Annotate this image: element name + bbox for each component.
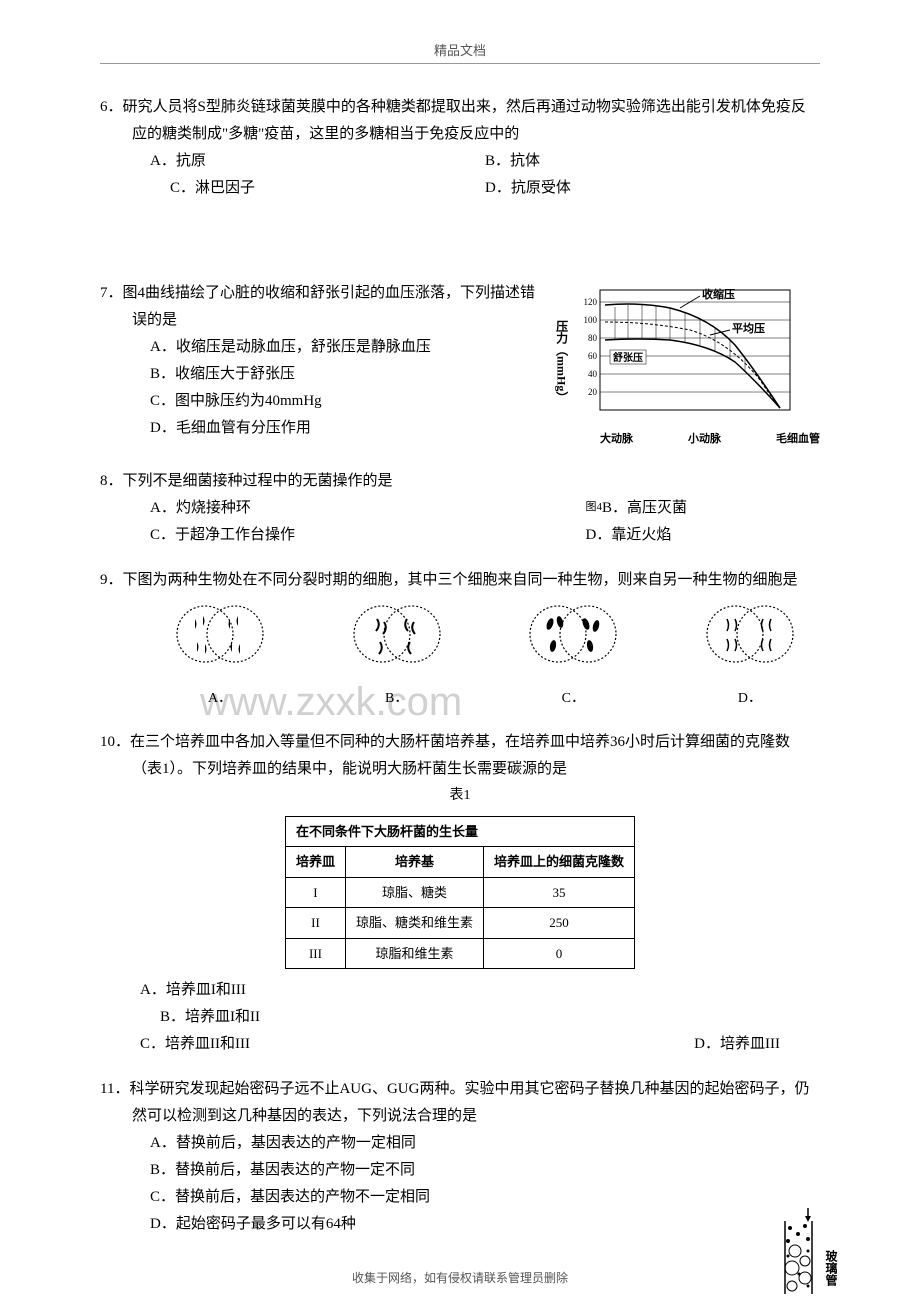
table-cell: 0 xyxy=(484,938,635,968)
question-6: 6．研究人员将S型肺炎链球菌荚膜中的各种糖类都提取出来，然后再通过动物实验筛选出… xyxy=(100,94,820,202)
q9-cell-c xyxy=(528,594,618,674)
svg-text:60: 60 xyxy=(588,351,598,361)
q11-opt-d: D．起始密码子最多可以有64种 xyxy=(150,1211,820,1238)
q10-opt-d: D．培养皿III xyxy=(460,1031,820,1058)
q9-opt-b: B． xyxy=(327,686,467,711)
q7-num: 7． xyxy=(100,285,123,301)
q9-cell-b xyxy=(352,594,442,674)
q7-xlabel-2: 毛细血管 xyxy=(776,430,820,450)
q10-th-1: 培养基 xyxy=(345,847,483,877)
q8-opt-c: C．于超净工作台操作 xyxy=(150,522,586,549)
question-11: 11．科学研究发现起始密码子远不止AUG、GUG两种。实验中用其它密码子替换几种… xyxy=(100,1076,820,1238)
svg-text:舒张压: 舒张压 xyxy=(613,351,643,364)
question-8: 8．下列不是细菌接种过程中的无菌操作的是 A．灼烧接种环 C．于超净工作台操作 … xyxy=(100,468,820,549)
q10-opt-c: C．培养皿II和III xyxy=(140,1031,460,1058)
question-9: 9．下图为两种生物处在不同分裂时期的细胞，其中三个细胞来自同一种生物，则来自另一… xyxy=(100,567,820,711)
page-header: 精品文档 xyxy=(100,40,820,64)
q7-opt-a: A．收缩压是动脉血压，舒张压是静脉血压 xyxy=(150,334,550,361)
q7-xlabel-0: 大动脉 xyxy=(600,430,633,450)
table-cell: 琼脂、糖类和维生素 xyxy=(345,908,483,938)
q11-stem: 科学研究发现起始密码子远不止AUG、GUG两种。实验中用其它密码子替换几种基因的… xyxy=(129,1081,809,1124)
svg-text:80: 80 xyxy=(588,333,598,343)
q6-opt-d: D．抗原受体 xyxy=(485,175,820,202)
q11-opt-b: B．替换前后，基因表达的产物一定不同 xyxy=(150,1157,820,1184)
svg-text:120: 120 xyxy=(584,297,598,307)
q10-table-caption: 表1 xyxy=(100,783,820,808)
q9-cell-d xyxy=(705,594,795,674)
q6-opt-b: B．抗体 xyxy=(485,148,820,175)
table-cell: III xyxy=(285,938,345,968)
q7-opt-c: C．图中脉压约为40mmHg xyxy=(150,388,550,415)
q6-opt-a: A．抗原 xyxy=(150,148,485,175)
q11-num: 11． xyxy=(100,1081,129,1097)
table-cell: I xyxy=(285,877,345,907)
q10-th-0: 培养皿 xyxy=(285,847,345,877)
q10-table: 在不同条件下大肠杆菌的生长量 培养皿 培养基 培养皿上的细菌克隆数 I 琼脂、糖… xyxy=(285,816,635,969)
question-7: 7．图4曲线描绘了心脏的收缩和舒张引起的血压涨落，下列描述错误的是 A．收缩压是… xyxy=(100,280,820,450)
q9-opt-d: D． xyxy=(680,686,820,711)
q8-opt-b: B．高压灭菌 xyxy=(602,500,687,516)
q9-num: 9． xyxy=(100,572,123,588)
q8-stem: 下列不是细菌接种过程中的无菌操作的是 xyxy=(123,473,393,489)
q7-opt-b: B．收缩压大于舒张压 xyxy=(150,361,550,388)
q9-cell-a xyxy=(175,594,265,674)
q11-opt-c: C．替换前后，基因表达的产物不一定相同 xyxy=(150,1184,820,1211)
q6-opt-c: C．淋巴因子 xyxy=(150,175,485,202)
svg-text:20: 20 xyxy=(588,387,598,397)
svg-text:100: 100 xyxy=(584,315,598,325)
q9-opt-c: C． xyxy=(503,686,643,711)
q10-table-title: 在不同条件下大肠杆菌的生长量 xyxy=(285,816,634,846)
q10-stem: 在三个培养皿中各加入等量但不同种的大肠杆菌培养基，在培养皿中培养36小时后计算细… xyxy=(130,734,790,777)
tube-label: 玻璃管 xyxy=(823,1250,840,1286)
q8-num: 8． xyxy=(100,473,123,489)
q9-stem: 下图为两种生物处在不同分裂时期的细胞，其中三个细胞来自同一种生物，则来自另一种生… xyxy=(123,572,798,588)
q10-th-2: 培养皿上的细菌克隆数 xyxy=(484,847,635,877)
q9-opt-a: A． xyxy=(150,686,290,711)
q8-opt-a: A．灼烧接种环 xyxy=(150,495,586,522)
svg-text:收缩压: 收缩压 xyxy=(702,287,735,301)
table-cell: II xyxy=(285,908,345,938)
question-10: 10．在三个培养皿中各加入等量但不同种的大肠杆菌培养基，在培养皿中培养36小时后… xyxy=(100,729,820,1058)
q7-chart: 压力（mmHg） 20 xyxy=(570,280,820,450)
glass-tube-figure xyxy=(770,1206,820,1296)
q7-stem: 图4曲线描绘了心脏的收缩和舒张引起的血压涨落，下列描述错误的是 xyxy=(123,285,536,328)
table-cell: 250 xyxy=(484,908,635,938)
q10-num: 10． xyxy=(100,734,130,750)
q7-ylabel: 压力（mmHg） xyxy=(550,320,572,403)
q7-opt-d: D．毛细血管有分压作用 xyxy=(150,415,550,442)
table-cell: 琼脂和维生素 xyxy=(345,938,483,968)
svg-text:40: 40 xyxy=(588,369,598,379)
q7-caption: 图4 xyxy=(586,501,603,513)
q7-xlabel-1: 小动脉 xyxy=(688,430,721,450)
table-cell: 35 xyxy=(484,877,635,907)
q6-stem: 研究人员将S型肺炎链球菌荚膜中的各种糖类都提取出来，然后再通过动物实验筛选出能引… xyxy=(123,99,806,142)
q11-opt-a: A．替换前后，基因表达的产物一定相同 xyxy=(150,1130,820,1157)
svg-text:平均压: 平均压 xyxy=(732,321,765,335)
q6-num: 6． xyxy=(100,99,123,115)
table-cell: 琼脂、糖类 xyxy=(345,877,483,907)
q10-opt-a: A．培养皿I和III xyxy=(140,977,820,1004)
q8-opt-d: D．靠近火焰 xyxy=(586,522,821,549)
q10-opt-b: B．培养皿I和II xyxy=(140,1004,820,1031)
